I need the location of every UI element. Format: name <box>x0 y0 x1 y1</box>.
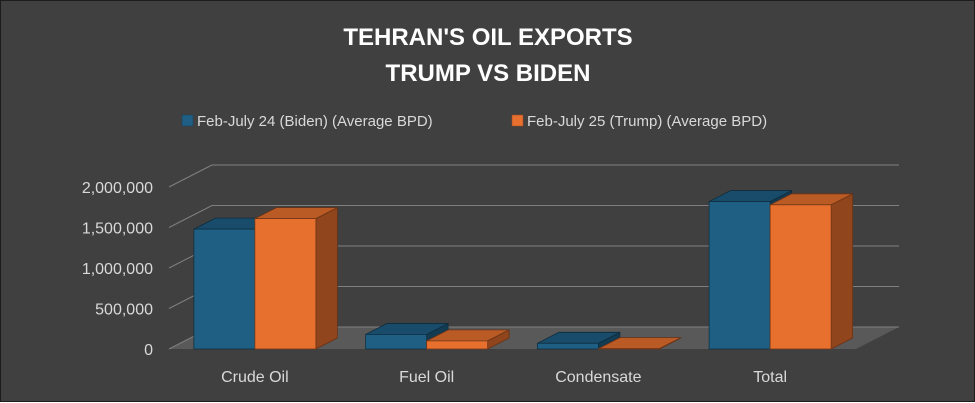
bar-front-face <box>194 229 255 349</box>
x-tick-label: Total <box>753 369 787 386</box>
bar-front-face <box>537 343 598 349</box>
legend: Feb-July 24 (Biden) (Average BPD) Feb-Ju… <box>182 113 767 130</box>
y-axis: 0 500,000 1,000,000 1,500,000 2,000,000 <box>82 180 153 359</box>
y-tick-label: 2,000,000 <box>82 180 153 197</box>
legend-swatch-trump <box>512 115 523 126</box>
bar-side-face <box>316 208 338 349</box>
x-tick-label: Crude Oil <box>221 369 289 386</box>
x-axis: Crude Oil Fuel Oil Condensate Total <box>221 369 787 386</box>
bar-front-face <box>709 202 770 349</box>
legend-swatch-biden <box>182 115 193 126</box>
bar-trump <box>255 208 338 349</box>
bar-trump <box>770 194 853 349</box>
chart-subtitle: TRUMP VS BIDEN <box>386 60 591 87</box>
bar-front-face <box>770 205 831 349</box>
x-tick-label: Fuel Oil <box>399 369 454 386</box>
bar-front-face <box>366 334 427 349</box>
bar-front-face <box>427 341 488 349</box>
bars <box>194 191 853 349</box>
chart-title: TEHRAN'S OIL EXPORTS <box>343 24 632 51</box>
bar-side-face <box>831 194 853 349</box>
bar-front-face <box>255 219 316 349</box>
x-tick-label: Condensate <box>555 369 641 386</box>
y-tick-label: 500,000 <box>95 302 153 319</box>
legend-label-biden: Feb-July 24 (Biden) (Average BPD) <box>197 113 433 130</box>
legend-label-trump: Feb-July 25 (Trump) (Average BPD) <box>527 113 767 130</box>
gridline-diagonal <box>169 165 212 187</box>
y-tick-label: 1,000,000 <box>82 261 153 278</box>
y-tick-label: 0 <box>144 342 153 359</box>
y-tick-label: 1,500,000 <box>82 221 153 238</box>
